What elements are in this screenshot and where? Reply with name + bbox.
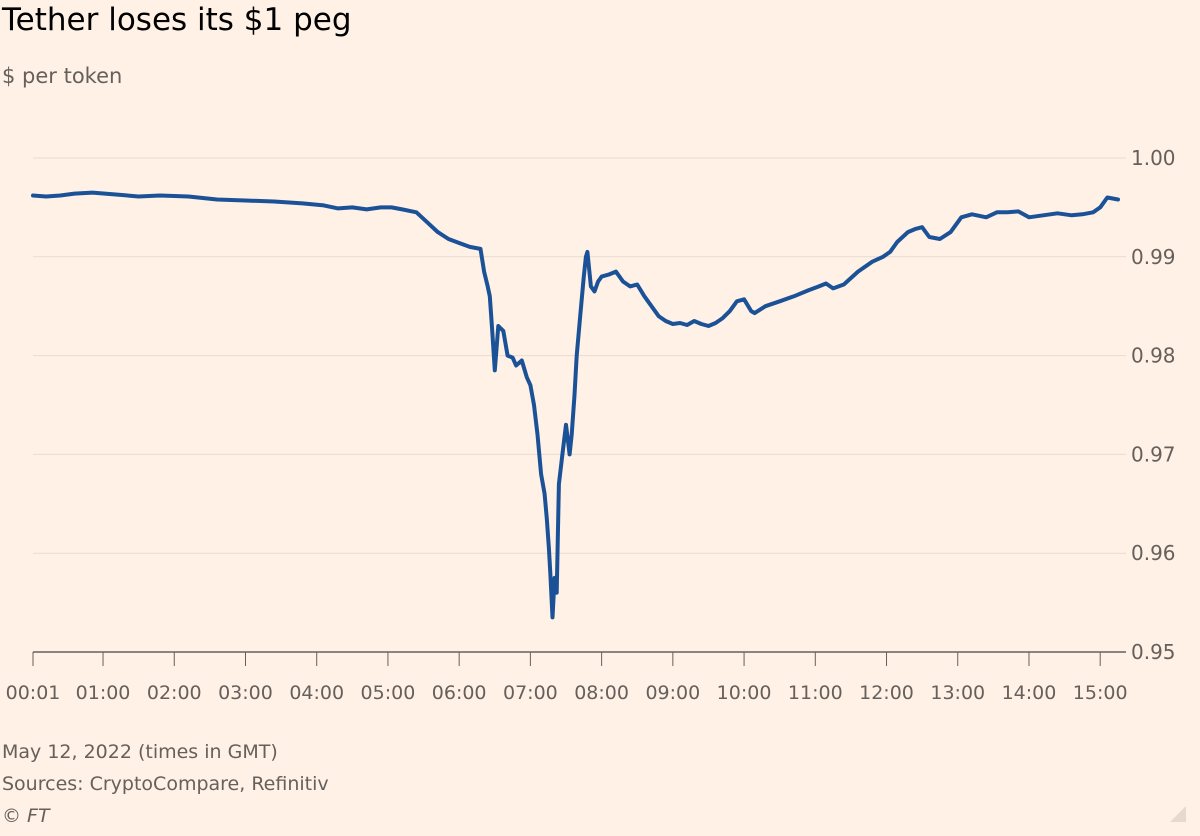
x-tick-label: 12:00 xyxy=(859,682,914,704)
chart-title: Tether loses its $1 peg xyxy=(2,2,352,38)
ft-copyright: © FT xyxy=(2,805,50,827)
x-tick-label: 14:00 xyxy=(1002,682,1057,704)
y-axis: 1.00 0.99 0.98 0.97 0.96 0.95 xyxy=(1131,146,1176,664)
date-note: May 12, 2022 (times in GMT) xyxy=(2,741,278,763)
resize-corner-icon xyxy=(1170,806,1186,822)
x-tick-label: 02:00 xyxy=(147,682,202,704)
y-tick-label: 0.99 xyxy=(1131,245,1176,269)
x-tick-label: 01:00 xyxy=(76,682,131,704)
chart-subtitle: $ per token xyxy=(2,64,123,88)
x-tick-label: 06:00 xyxy=(432,682,487,704)
x-axis: 00:01 01:00 02:00 03:00 04:00 05:00 06:00 07:00… xyxy=(6,652,1128,704)
x-tick-label: 04:00 xyxy=(289,682,344,704)
x-tick-label: 10:00 xyxy=(717,682,772,704)
y-tick-label: 0.98 xyxy=(1131,344,1176,368)
gridlines xyxy=(33,157,1126,653)
y-tick-label: 0.97 xyxy=(1131,442,1176,466)
x-tick-label: 09:00 xyxy=(645,682,700,704)
source-note: Sources: CryptoCompare, Refinitiv xyxy=(2,773,329,795)
x-tick-label: 07:00 xyxy=(503,682,558,704)
y-tick-label: 1.00 xyxy=(1131,146,1176,170)
x-tick-label: 00:01 xyxy=(6,682,61,704)
series-line-tether-price xyxy=(31,190,1120,620)
x-tick-label: 13:00 xyxy=(930,682,985,704)
x-tick-label: 15:00 xyxy=(1073,682,1128,704)
y-tick-label: 0.95 xyxy=(1131,640,1176,664)
x-tick-label: 08:00 xyxy=(574,682,629,704)
x-tick-label: 03:00 xyxy=(218,682,273,704)
y-tick-label: 0.96 xyxy=(1131,541,1176,565)
x-tick-label: 05:00 xyxy=(361,682,416,704)
x-tick-label: 11:00 xyxy=(788,682,843,704)
